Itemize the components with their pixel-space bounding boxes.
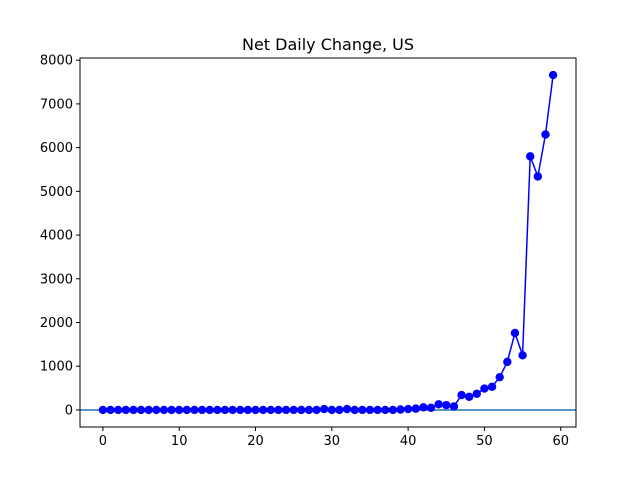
data-point [472,389,481,398]
data-point [526,152,535,161]
y-tick-label: 1000 [40,360,73,375]
data-point [411,404,420,413]
data-point [419,403,428,412]
data-point [106,405,115,415]
y-tick-label: 6000 [40,141,73,156]
y-tick-label: 4000 [40,229,73,244]
data-point [541,130,550,139]
data-point [236,405,245,415]
data-point [251,405,260,415]
data-point [373,405,382,415]
y-tick-label: 2000 [40,316,73,331]
data-point [266,405,275,415]
data-point [442,400,451,410]
data-point [365,405,375,415]
data-point [464,392,474,402]
data-point [297,405,306,415]
chart-title: Net Daily Change, US [242,35,414,54]
y-tick-label: 3000 [40,272,73,287]
data-point [335,405,344,415]
data-point [495,372,504,382]
data-point [350,405,359,415]
data-point [113,405,123,415]
data-point [480,384,489,393]
data-point [388,405,398,415]
data-point [220,405,230,415]
data-point [281,405,291,415]
data-point [312,405,321,415]
data-point [258,405,268,415]
x-tick-label: 30 [324,434,341,449]
y-tick-label: 7000 [40,97,73,112]
x-tick-label: 40 [400,434,417,449]
data-point [503,357,512,367]
data-point [152,405,161,415]
data-point [289,405,298,415]
data-point [403,404,413,414]
data-point [510,328,520,338]
y-tick-label: 5000 [40,185,73,200]
data-point [548,70,558,80]
data-point [449,402,459,411]
data-point [243,405,253,415]
x-tick-label: 0 [99,434,107,449]
data-point [358,405,367,415]
y-tick-label: 0 [65,403,73,418]
data-point [228,405,237,415]
data-point [205,405,214,415]
data-point [426,403,436,412]
data-point [518,351,527,360]
data-point [144,405,153,415]
data-point [327,405,337,415]
data-point [159,405,169,415]
x-tick-label: 20 [247,434,264,449]
data-point [396,405,405,414]
data-point [167,405,176,415]
data-point [342,404,352,414]
axes-frame [79,57,577,428]
data-point [274,405,283,415]
data-point [319,404,329,414]
data-point [98,405,108,415]
x-tick-label: 50 [476,434,493,449]
data-point [381,405,390,415]
data-point [434,400,443,409]
data-point [175,405,184,415]
data-point [487,382,497,391]
data-point [121,405,130,415]
y-tick-label: 8000 [40,54,73,69]
x-tick-label: 60 [552,434,569,449]
data-point [197,405,207,415]
data-point [304,405,314,415]
data-point [533,172,543,181]
data-point [129,405,138,415]
plot-area: 0 10 20 30 40 50 60 0 1000 2000 3000 4000 5000 6000 70… [40,54,576,449]
data-point [182,405,192,415]
data-point [190,405,199,415]
data-point [457,390,466,400]
data-point [213,405,222,415]
data-point [136,405,146,415]
x-tick-label: 10 [171,434,188,449]
